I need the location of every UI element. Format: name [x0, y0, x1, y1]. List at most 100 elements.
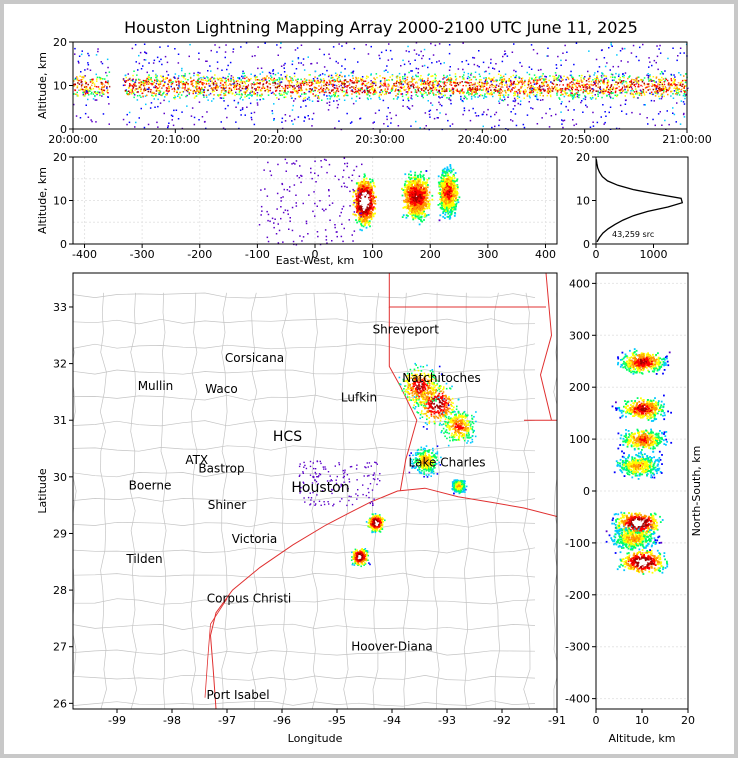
source-point: [349, 122, 352, 124]
source-point: [622, 75, 624, 78]
source-point: [423, 81, 425, 83]
source-point: [560, 86, 562, 89]
source-point: [603, 78, 606, 80]
source-point: [421, 77, 424, 80]
source-point: [128, 90, 130, 92]
source-point: [570, 74, 573, 76]
source-point: [298, 87, 300, 89]
source-point: [334, 127, 336, 129]
source-point: [325, 87, 328, 89]
x-tick-label: 21:00:00: [662, 133, 711, 146]
source-point: [162, 78, 165, 81]
source-point: [455, 84, 458, 87]
source-point: [586, 83, 588, 85]
source-point: [550, 87, 552, 89]
source-point: [417, 75, 419, 78]
source-point: [248, 80, 250, 82]
source-point: [503, 96, 506, 98]
source-point: [592, 125, 595, 127]
source-point: [444, 81, 446, 84]
source-point: [355, 95, 358, 98]
source-point: [311, 100, 314, 102]
source-point: [86, 90, 88, 92]
source-point: [372, 84, 374, 87]
source-point: [519, 103, 522, 106]
source-point: [389, 76, 391, 78]
source-point: [182, 86, 184, 88]
source-point: [490, 58, 492, 61]
source-point: [174, 48, 176, 50]
source-point: [460, 89, 462, 91]
source-point: [202, 91, 204, 93]
source-point: [429, 87, 432, 89]
source-point: [406, 92, 409, 95]
source-point: [571, 76, 573, 78]
source-point: [197, 78, 200, 80]
source-point: [174, 98, 176, 100]
source-point: [380, 89, 382, 91]
source-point: [300, 106, 302, 108]
source-point: [508, 80, 510, 82]
source-point: [540, 75, 542, 78]
source-point: [529, 82, 532, 84]
source-point: [199, 81, 201, 83]
source-point: [281, 77, 283, 79]
source-point: [167, 74, 170, 76]
source-point: [653, 84, 655, 86]
source-point: [480, 79, 482, 81]
source-point: [236, 84, 238, 87]
source-point: [570, 87, 572, 90]
source-point: [239, 85, 242, 87]
source-point: [170, 85, 172, 88]
source-point: [355, 79, 357, 82]
source-point: [624, 95, 626, 97]
source-point: [431, 87, 433, 90]
source-point: [571, 88, 573, 91]
source-point: [167, 90, 169, 93]
source-point: [538, 76, 541, 78]
source-point: [661, 89, 664, 91]
source-point: [102, 91, 104, 94]
source-point: [311, 88, 313, 90]
source-point: [296, 78, 299, 81]
source-point: [308, 79, 310, 82]
source-point: [128, 85, 131, 87]
source-point: [242, 80, 244, 83]
source-point: [248, 84, 250, 86]
source-point: [181, 69, 183, 72]
source-point: [635, 88, 637, 90]
source-point: [308, 118, 310, 120]
source-point: [516, 92, 519, 94]
source-point: [630, 86, 633, 89]
source-point: [308, 74, 310, 76]
source-point: [676, 93, 678, 96]
source-point: [202, 76, 205, 79]
source-point: [342, 87, 345, 90]
source-point: [607, 81, 610, 83]
source-point: [175, 81, 177, 83]
source-point: [441, 104, 443, 107]
source-point: [368, 182, 371, 185]
source-point: [515, 78, 517, 80]
source-point: [483, 95, 486, 97]
source-point: [463, 107, 466, 109]
source-point: [510, 84, 512, 87]
source-point: [560, 80, 562, 83]
source-point: [415, 67, 418, 70]
source-point: [287, 91, 289, 93]
source-point: [184, 88, 186, 91]
source-point: [206, 76, 208, 78]
source-point: [232, 48, 235, 50]
source-point: [443, 85, 445, 88]
source-point: [521, 80, 523, 82]
source-point: [83, 95, 85, 97]
source-point: [581, 86, 583, 88]
source-point: [655, 85, 658, 87]
source-point: [660, 93, 663, 95]
source-point: [132, 87, 134, 90]
source-point: [312, 93, 314, 95]
source-point: [532, 94, 535, 96]
source-point: [128, 93, 131, 95]
source-point: [200, 92, 203, 94]
source-point: [538, 77, 541, 79]
